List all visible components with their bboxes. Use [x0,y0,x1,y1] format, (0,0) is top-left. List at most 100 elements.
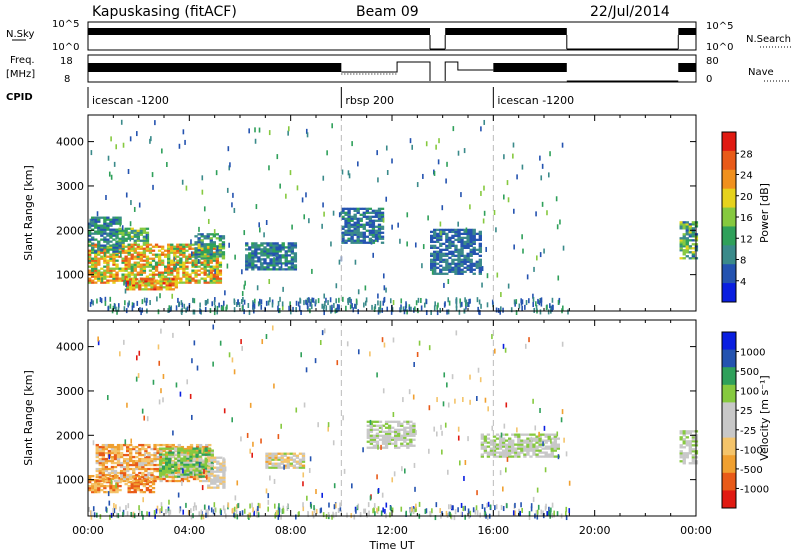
cell-velocity-1241 [511,451,515,454]
cell-velocity-984 [295,460,300,463]
speck-power-12 [119,221,122,227]
speck-power-179 [408,306,411,312]
cell-power-1506 [454,264,458,267]
cell-power-1541 [460,268,464,271]
speck-power-51 [336,307,339,313]
cell-velocity-954 [280,458,284,461]
speck-power-264 [377,300,379,306]
cell-velocity-1273 [520,441,524,444]
cell-power-936 [135,278,139,281]
cell-velocity-1327 [538,439,542,442]
cell-velocity-504 [177,465,182,469]
cell-velocity-1034 [375,436,380,439]
speck-power-174 [496,272,499,278]
cell-power-786 [127,237,131,240]
speck-power-265 [425,310,428,316]
ytick-label-power-2: 3000 [56,180,84,193]
cell-velocity-23 [97,486,101,490]
speck-velocity-153 [159,508,161,514]
cell-power-721 [109,228,113,231]
cell-power-407 [173,265,177,268]
cell-power-755 [118,246,122,249]
cell-power-739 [115,250,119,253]
speck-velocity-130 [413,361,415,367]
nsky-panel: N.Sky 10^5 10^0 10^5 10^0 N.Search [6,19,792,53]
cell-power-1556 [460,232,464,236]
speck-power-125 [483,185,485,191]
cell-velocity-717 [177,475,181,478]
cell-power-1096 [272,268,276,271]
cell-power-112 [109,269,113,272]
speck-power-37 [405,301,407,307]
cell-velocity-1201 [498,455,503,458]
cell-velocity-1320 [535,435,539,438]
cell-power-1198 [344,241,348,244]
speck-power-60 [192,309,195,315]
cell-velocity-476 [171,477,175,481]
cell-power-797 [133,239,137,242]
speck-velocity-29 [138,505,140,511]
cell-velocity-739 [180,449,184,452]
cell-velocity-633 [205,451,209,455]
cell-velocity-1049 [381,440,386,443]
speck-velocity-35 [241,345,243,351]
cell-velocity-1183 [489,439,494,442]
cell-velocity-929 [268,454,272,457]
cell-velocity-383 [150,477,154,481]
cell-velocity-1073 [387,430,392,433]
cell-power-1093 [269,246,273,249]
speck-power-102 [322,202,324,208]
cell-power-1408 [436,262,440,265]
cell-velocity-685 [168,473,172,476]
cell-power-117 [109,253,113,256]
cell-power-922 [129,286,133,289]
cell-power-1219 [347,221,351,224]
cell-power-493 [191,271,195,274]
ytick-label-power-1: 2000 [56,224,84,237]
cell-power-545 [203,269,207,272]
cell-power-1050 [257,244,261,247]
cell-velocity-746 [183,465,187,468]
cell-power-1271 [359,239,363,242]
speck-power-107 [305,299,307,305]
cell-power-110 [109,273,113,276]
cell-velocity-868 [213,486,217,489]
cell-velocity-1046 [378,420,383,423]
cell-velocity-1403 [685,456,689,459]
cell-power-1416 [436,238,440,242]
speck-velocity-269 [429,512,432,518]
cell-velocity-499 [177,479,182,483]
cell-power-1521 [457,268,461,271]
cell-power-1666 [682,257,686,260]
speck-power-129 [377,309,380,315]
cell-power-426 [176,259,180,262]
cell-velocity-678 [165,463,169,466]
cell-velocity-1400 [682,434,686,437]
cell-velocity-985 [295,456,300,459]
cell-power-1482 [448,238,452,242]
speck-power-70 [213,310,216,316]
cell-power-1537 [457,230,461,234]
cell-power-114 [109,259,113,262]
cell-power-1599 [469,252,473,255]
cell-velocity-417 [156,447,160,451]
cell-power-1589 [466,230,470,234]
speck-power-233 [549,303,551,309]
cell-velocity-11 [91,482,95,486]
x-tick-label-5: 20:00 [579,524,611,537]
cell-power-246 [136,247,140,250]
cell-power-995 [174,280,178,283]
speck-velocity-179 [464,505,467,511]
cell-velocity-1 [88,486,92,490]
speck-velocity-137 [233,506,236,512]
cell-velocity-567 [192,477,197,481]
speck-power-214 [306,304,309,310]
cell-velocity-758 [186,467,190,470]
cell-power-686 [100,216,104,219]
speck-velocity-129 [484,397,487,403]
cell-velocity-269 [122,469,127,473]
speck-power-177 [206,298,209,304]
cell-power-1694 [685,225,689,228]
speck-velocity-81 [275,510,278,516]
cell-power-544 [203,271,207,274]
